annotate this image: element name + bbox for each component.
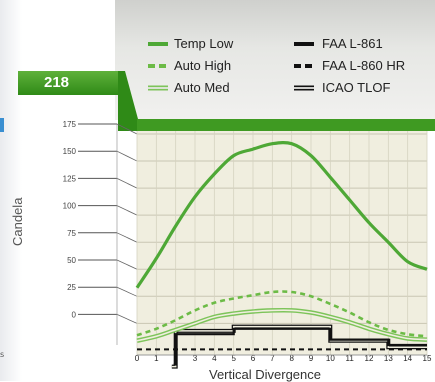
y-tick-label: 175	[63, 120, 77, 129]
y-tick-label: 75	[67, 229, 76, 238]
legend-label-temp-low: Temp Low	[174, 36, 234, 51]
y-guide-line	[116, 259, 138, 270]
y-guide-line	[116, 178, 138, 189]
y-guide-line	[116, 123, 138, 135]
series-line-faa-l861	[173, 327, 427, 366]
y-guide-line	[116, 150, 138, 162]
x-tick-label: 1	[154, 354, 159, 363]
x-tick-label: 8	[289, 354, 294, 363]
x-tick-label: 11	[346, 354, 355, 363]
y-tick-label: 0	[72, 310, 77, 319]
y-guide-line	[116, 232, 138, 243]
legend-label-auto-high: Auto High	[174, 58, 232, 73]
x-tick-label: 4	[212, 354, 217, 363]
x-tick-label: 14	[403, 354, 412, 363]
x-tick-label: 0	[135, 354, 140, 363]
series-line-auto-med-inner	[136, 309, 428, 342]
y-tick-label: 100	[63, 202, 77, 211]
series-line-auto-high	[136, 290, 428, 338]
y-tick-label: 150	[63, 147, 77, 156]
x-tick-label: 13	[384, 354, 393, 363]
y-guide-line	[116, 205, 138, 216]
plot-background	[137, 125, 427, 355]
y-guide-line	[116, 314, 138, 324]
y-tick-label: 25	[67, 283, 76, 292]
legend-label-auto-med: Auto Med	[174, 80, 230, 95]
value-badge: 218	[18, 71, 118, 95]
legend-background	[115, 0, 435, 120]
x-tick-label: 7	[270, 354, 275, 363]
badge-connector	[118, 71, 138, 131]
x-tick-label: 15	[423, 354, 432, 363]
left-edge-mark: s	[0, 350, 5, 359]
y-tick-label: 125	[63, 174, 77, 183]
left-panel-edge	[0, 0, 22, 381]
x-axis-label: Vertical Divergence	[209, 367, 321, 382]
x-tick-label: 10	[326, 354, 335, 363]
legend-label-faa-l860hr: FAA L-860 HR	[322, 58, 406, 73]
plot-top-band	[137, 119, 435, 131]
legend-label-faa-l861: FAA L-861	[322, 36, 383, 51]
y-tick-label: 50	[67, 256, 76, 265]
left-accent-bar	[0, 118, 4, 132]
y-guide-line	[116, 286, 138, 297]
legend-label-icao-tlof: ICAO TLOF	[322, 80, 391, 95]
badge-value: 218	[44, 74, 70, 91]
y-axis-label: Candela	[10, 197, 25, 246]
x-tick-label: 3	[193, 354, 198, 363]
x-tick-label: 9	[309, 354, 314, 363]
x-tick-label: 5	[231, 354, 236, 363]
x-tick-label: 6	[251, 354, 256, 363]
x-tick-label: 12	[365, 354, 374, 363]
series-line-temp-low	[135, 141, 428, 289]
